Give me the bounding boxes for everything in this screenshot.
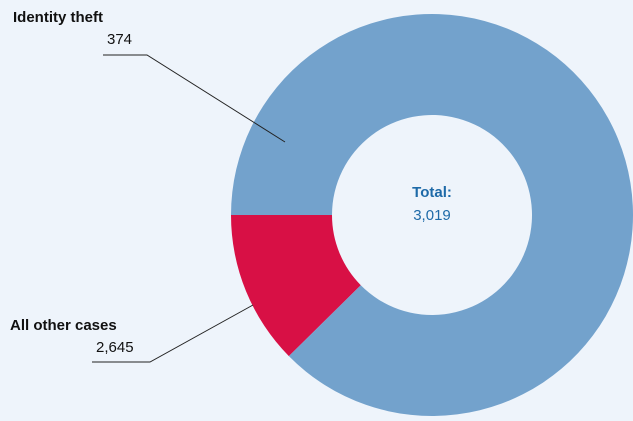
leader-line-identity-theft — [103, 54, 286, 143]
leader-line-all-other-cases — [92, 304, 254, 363]
center-total-title: Total: — [412, 184, 452, 201]
slice-label-identity-theft: Identity theft — [13, 9, 103, 26]
slice-value-all-other-cases: 2,645 — [96, 339, 134, 356]
slice-all-other-cases — [231, 14, 633, 416]
slice-value-identity-theft: 374 — [107, 31, 132, 48]
slice-label-all-other-cases: All other cases — [10, 317, 117, 334]
leader-lines — [92, 54, 286, 363]
donut-slices — [231, 14, 633, 416]
center-total-value: 3,019 — [413, 207, 451, 224]
slice-identity-theft — [231, 215, 361, 357]
